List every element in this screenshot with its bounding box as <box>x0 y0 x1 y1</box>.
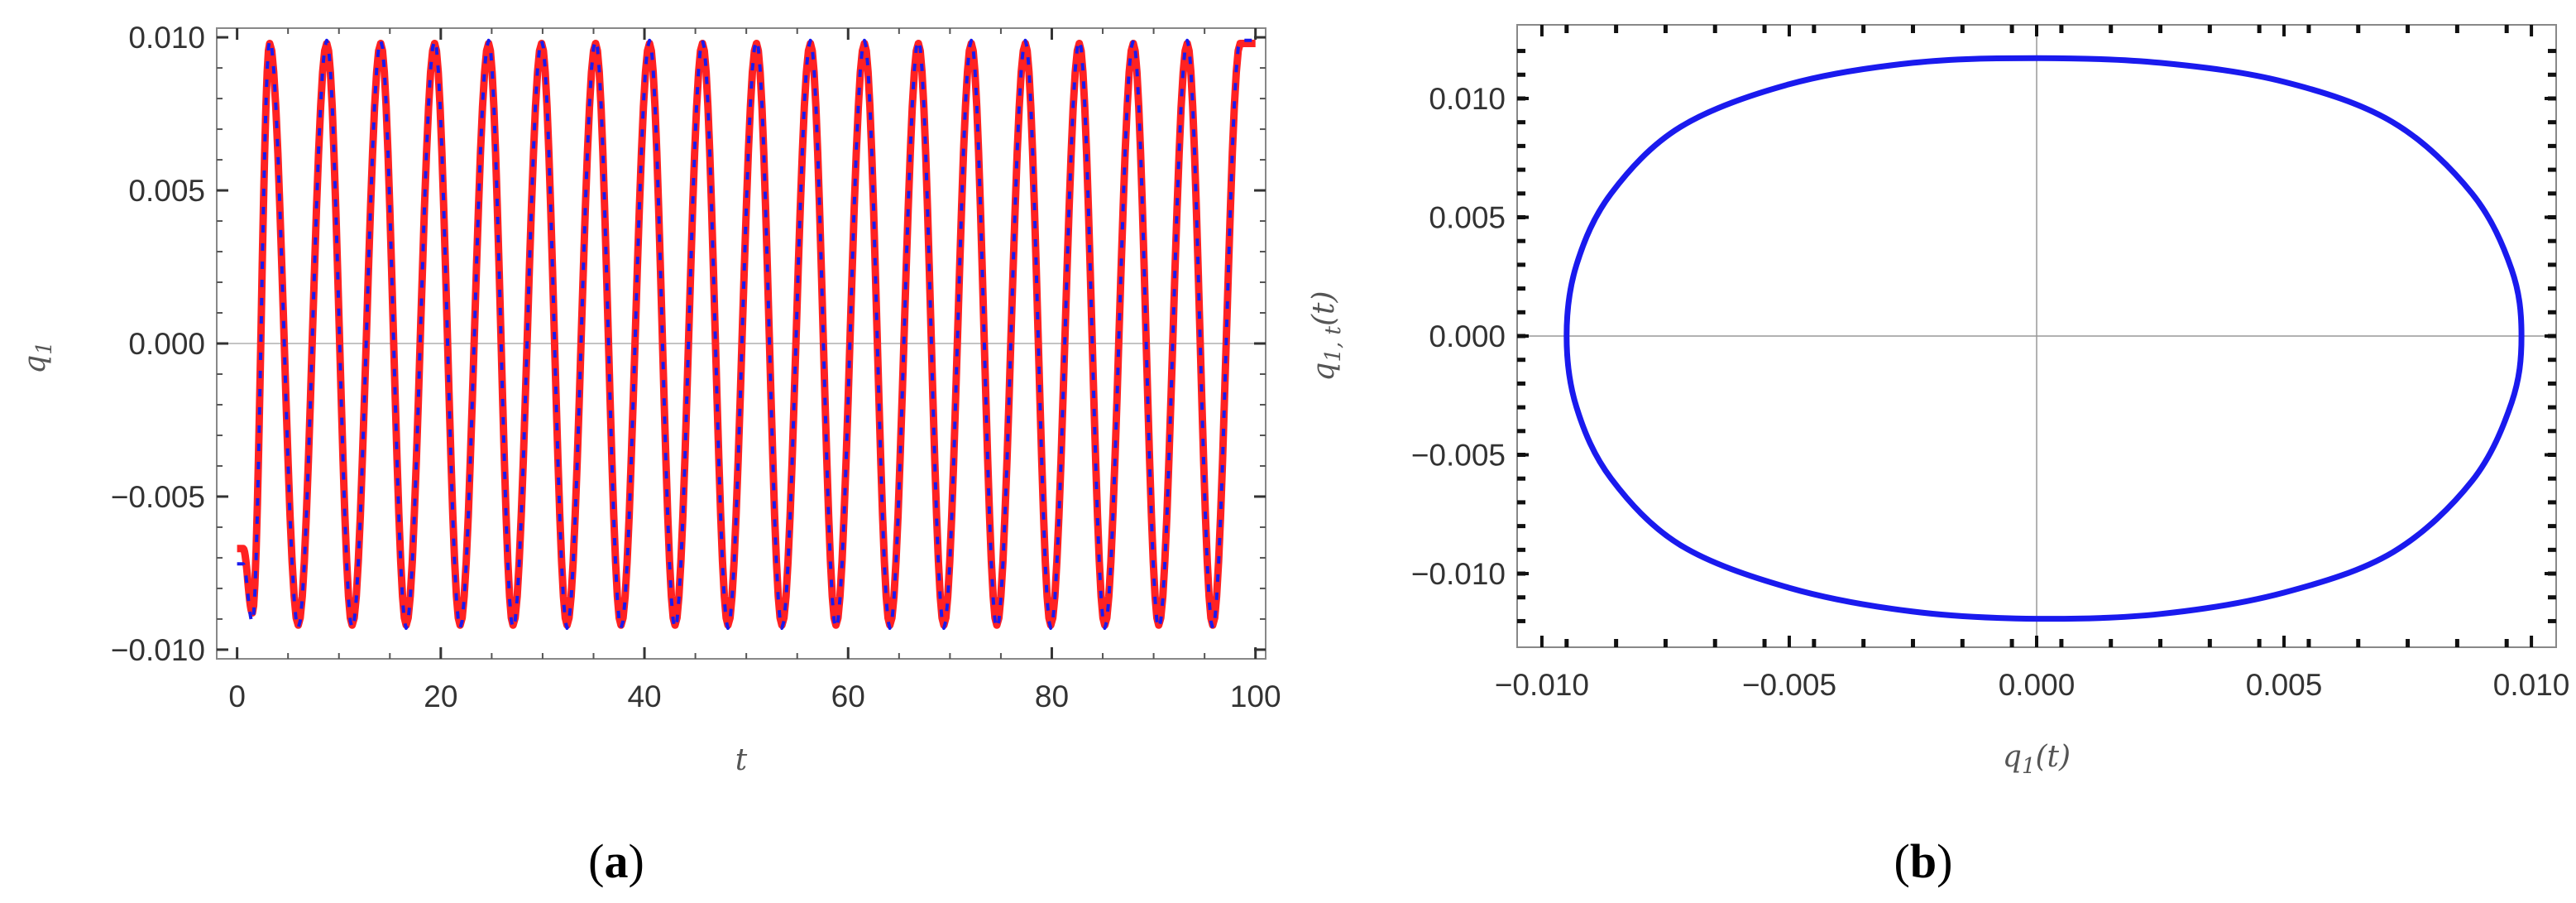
y-tick-label: 0.000 <box>1429 319 1506 353</box>
x-axis-label: q1(t) <box>2003 740 2071 779</box>
y-tick-label: 0.010 <box>128 21 205 55</box>
x-tick-label: 60 <box>831 680 865 713</box>
y-tick-label: −0.010 <box>111 633 205 667</box>
y-tick-label: −0.005 <box>1411 439 1506 473</box>
x-tick-label: −0.005 <box>1742 668 1836 702</box>
panel-a-time-series: 0 20 40 60 80 100−0.010−0.0050.0000.0050.010 … <box>18 21 1281 888</box>
y-axis-label: q1 <box>18 341 57 374</box>
x-tick-label: 20 <box>424 680 457 713</box>
x-tick-label: 0.005 <box>2246 668 2323 702</box>
y-tick-label: −0.010 <box>1411 557 1506 591</box>
x-tick-label: 100 <box>1230 680 1281 713</box>
y-tick-label: −0.005 <box>111 480 205 514</box>
phase-curve <box>1563 55 2525 622</box>
ticks <box>217 28 1266 659</box>
panel-b-phase-portrait: −0.010 −0.005 0.000 0.005 0.010 −0.010 −0.005 0… <box>1307 24 2570 888</box>
series-line-blue-dashed <box>236 38 1257 630</box>
panel-label-a: (a) <box>588 834 644 888</box>
y-tick-label: 0.005 <box>1429 200 1506 234</box>
x-axis-label: t <box>735 743 748 777</box>
x-tick-label: 0 <box>228 680 246 713</box>
y-tick-label: 0.005 <box>128 174 205 208</box>
y-axis-label: q1, t(t) <box>1307 291 1346 381</box>
series-group <box>233 38 1258 630</box>
tick-labels: −0.010 −0.005 0.000 0.005 0.010 −0.010 −0.005 0… <box>1411 82 2570 702</box>
series-line-red <box>233 40 1258 629</box>
panel-label-b: (b) <box>1894 834 1953 888</box>
tick-labels: 0 20 40 60 80 100 −0.010 −0.005 0.000 0.005 0.010 <box>111 21 1281 713</box>
y-tick-label: 0.010 <box>1429 82 1506 116</box>
ticks <box>1517 25 2556 647</box>
y-tick-label: 0.000 <box>128 327 205 361</box>
x-tick-label: 0.000 <box>1999 668 2076 702</box>
zero-lines <box>1517 25 2556 647</box>
series-group <box>1563 55 2525 622</box>
x-tick-label: 80 <box>1035 680 1069 713</box>
x-tick-label: 0.010 <box>2493 668 2570 702</box>
x-tick-label: 40 <box>627 680 661 713</box>
x-tick-label: −0.010 <box>1495 668 1589 702</box>
